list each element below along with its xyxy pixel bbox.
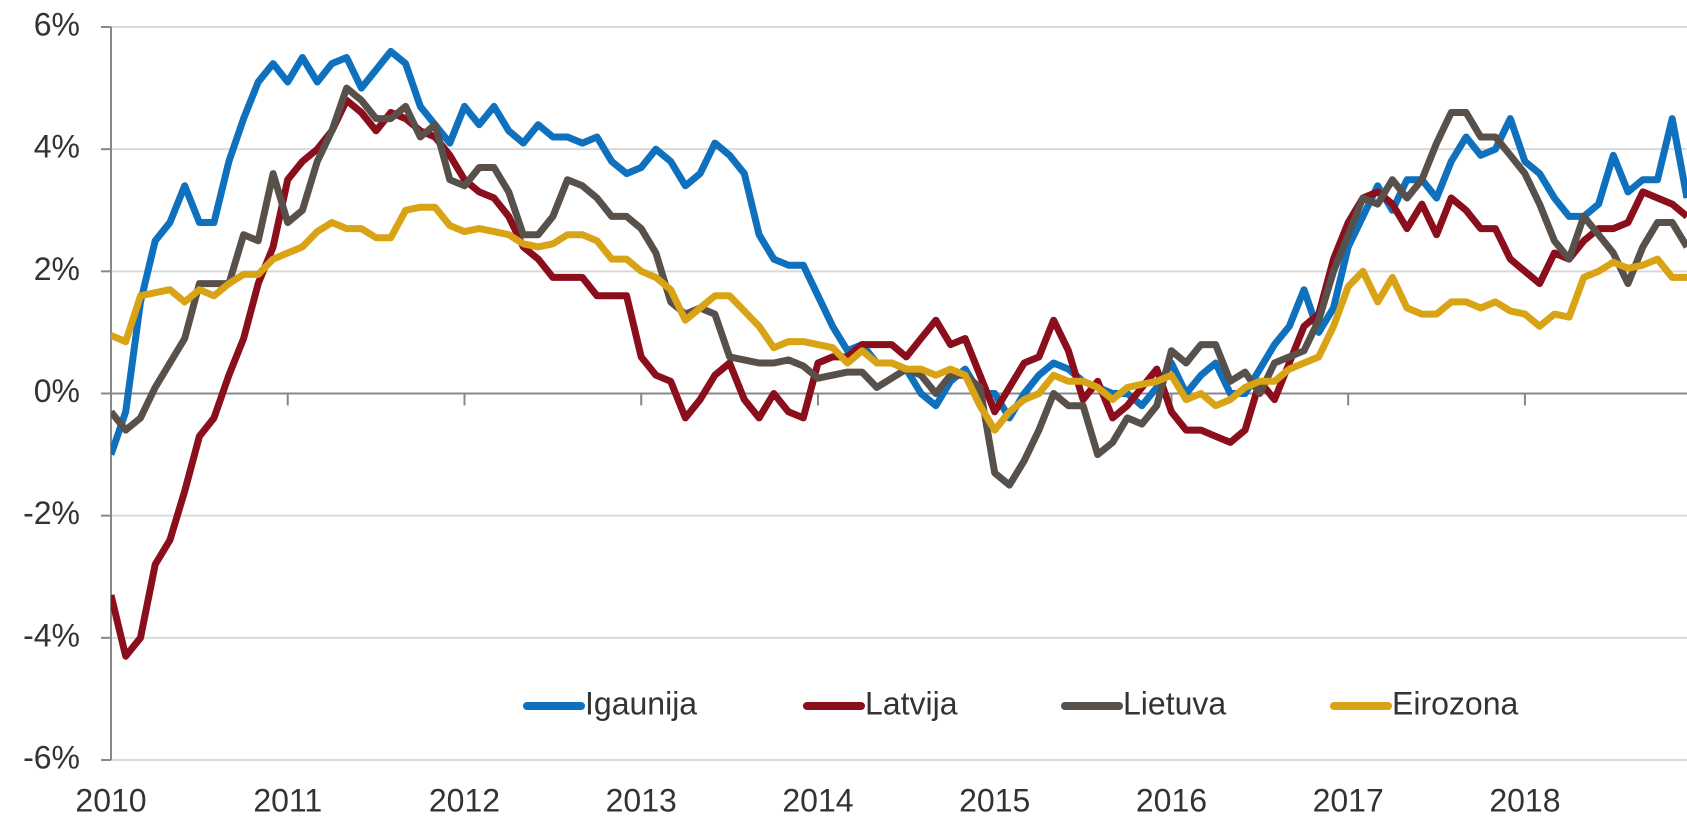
x-tick-label: 2015	[959, 782, 1030, 818]
legend-label: Eirozona	[1392, 685, 1519, 721]
x-tick-label: 2011	[253, 782, 322, 818]
x-tick-label: 2014	[782, 782, 853, 818]
plot-lines	[111, 47, 1687, 660]
y-tick-label: -2%	[23, 495, 80, 531]
y-tick-label: -4%	[23, 617, 80, 653]
x-tick-label: 2017	[1313, 782, 1384, 818]
x-tick-label: 2010	[75, 782, 146, 818]
legend-label: Lietuva	[1123, 685, 1226, 721]
series-line	[111, 203, 1687, 434]
y-tick-label: 6%	[34, 6, 80, 42]
y-tick-label: 4%	[34, 129, 80, 165]
legend-label: Igaunija	[585, 685, 697, 721]
x-tick-label: 2016	[1136, 782, 1207, 818]
x-tick-label: 2013	[606, 782, 677, 818]
series-line	[111, 84, 1687, 489]
y-tick-label: -6%	[23, 739, 80, 775]
series-line	[111, 96, 1687, 660]
legend-label: Latvija	[865, 685, 958, 721]
y-tick-label: 2%	[34, 251, 80, 287]
y-tick-label: 0%	[34, 373, 80, 409]
x-tick-label: 2018	[1489, 782, 1560, 818]
x-tick-label: 2012	[429, 782, 500, 818]
